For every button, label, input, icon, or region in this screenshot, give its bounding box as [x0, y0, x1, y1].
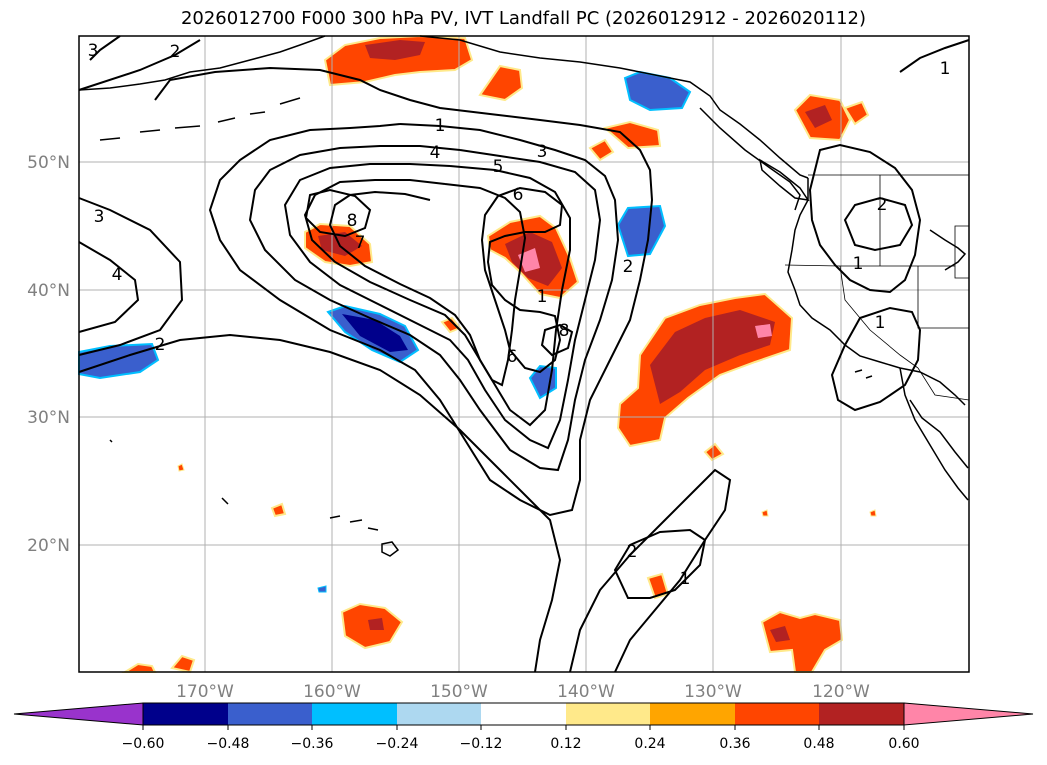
- contour-label: 1: [853, 254, 864, 274]
- lon-label: 140°W: [557, 682, 615, 702]
- colorbar-segment: [481, 703, 566, 725]
- positive-anomaly: [703, 442, 725, 462]
- lon-label: 160°W: [303, 682, 361, 702]
- positive-anomaly-peak: [755, 324, 772, 338]
- positive-anomaly: [761, 509, 769, 517]
- colorbar-segment: [312, 703, 397, 725]
- lat-label: 30°N: [27, 408, 70, 428]
- contour-label: 3: [537, 142, 548, 162]
- colorbar: −0.60 −0.48 −0.36 −0.24 −0.12 0.12 0.24 …: [13, 702, 1034, 752]
- lon-label: 120°W: [812, 682, 870, 702]
- pv-contours: [78, 35, 970, 673]
- colorbar-segment: [143, 703, 228, 725]
- contour-label: 2: [155, 335, 166, 355]
- lon-axis-labels: 170°W 160°W 150°W 140°W 130°W 120°W: [176, 682, 870, 702]
- colorbar-segment: [819, 703, 904, 725]
- negative-anomaly: [317, 585, 327, 593]
- contour-label: 1: [940, 59, 951, 79]
- positive-anomaly: [270, 502, 287, 518]
- colorbar-segment: [397, 703, 481, 725]
- positive-anomaly: [760, 610, 844, 673]
- colorbar-tick-label: 0.36: [719, 736, 750, 752]
- colorbar-tick-label: −0.48: [207, 736, 250, 752]
- lat-label: 50°N: [27, 153, 70, 173]
- positive-anomaly-core: [365, 40, 425, 60]
- positive-anomaly: [843, 100, 870, 126]
- lon-label: 170°W: [176, 682, 234, 702]
- borders: [784, 174, 970, 401]
- colorbar-tick-label: −0.60: [122, 736, 165, 752]
- colorbar-segment: [650, 703, 735, 725]
- colorbar-segment: [228, 703, 312, 725]
- gridlines: [79, 36, 969, 672]
- colorbar-segment: [566, 703, 650, 725]
- contour-label: 1: [875, 313, 886, 333]
- contour-label: 4: [430, 143, 441, 163]
- map-frame: [78, 35, 970, 673]
- contour-label: 2: [623, 257, 634, 277]
- positive-anomaly: [323, 34, 474, 87]
- contour-label: 1: [435, 116, 446, 136]
- lat-label: 20°N: [27, 536, 70, 556]
- positive-anomaly: [170, 654, 196, 674]
- negative-anomaly: [616, 204, 667, 258]
- positive-anomaly: [121, 662, 157, 673]
- contour-label: 2: [877, 195, 888, 215]
- negative-anomaly: [623, 70, 692, 112]
- positive-anomaly: [602, 120, 662, 150]
- colorbar-low-extend: [13, 702, 144, 726]
- contour-label: 2: [170, 42, 181, 62]
- colorbar-tick-label: −0.36: [291, 736, 334, 752]
- contour-label: 3: [94, 207, 105, 227]
- contour-label: 2: [627, 542, 638, 562]
- colorbar-tick-label: 0.24: [634, 736, 665, 752]
- positive-anomaly-core: [805, 105, 832, 128]
- colorbar-tick-label: 0.60: [888, 736, 919, 752]
- contour-labels: 1 2 3 4 5 6 7 8 1 2 3 4 6 8 1 2 3 1 2 1 …: [88, 41, 951, 589]
- positive-anomaly-core: [770, 626, 790, 642]
- contour-label: 8: [559, 321, 570, 341]
- coastlines: [78, 35, 969, 557]
- positive-anomaly-core: [368, 618, 384, 630]
- colorbar-tick-label: 0.12: [550, 736, 581, 752]
- negative-anomaly-core: [342, 314, 408, 352]
- lat-axis-labels: 50°N 40°N 30°N 20°N: [27, 153, 70, 556]
- positive-anomaly: [177, 463, 185, 472]
- contour-label: 5: [493, 157, 504, 177]
- lon-label: 150°W: [430, 682, 488, 702]
- colorbar-high-extend: [903, 702, 1034, 726]
- lon-label: 130°W: [684, 682, 742, 702]
- positive-anomaly: [588, 138, 615, 162]
- lat-label: 40°N: [27, 281, 70, 301]
- colorbar-tick-label: −0.12: [460, 736, 503, 752]
- contour-label: 1: [680, 569, 691, 589]
- colorbar-tick-label: 0.48: [803, 736, 834, 752]
- positive-anomaly: [869, 509, 877, 517]
- contour-label: 1: [537, 287, 548, 307]
- contour-label: 3: [88, 41, 99, 61]
- contour-label: 6: [513, 185, 524, 205]
- contour-label: 4: [112, 265, 123, 285]
- map-title: 2026012700 F000 300 hPa PV, IVT Landfall…: [180, 8, 867, 29]
- colorbar-segment: [735, 703, 819, 725]
- contour-label: 6: [507, 347, 518, 367]
- contour-label: 8: [347, 211, 358, 231]
- positive-anomaly: [478, 64, 524, 102]
- negative-anomaly: [78, 342, 160, 380]
- colorbar-tick-label: −0.24: [376, 736, 419, 752]
- colorbar-frame: [142, 702, 905, 726]
- contour-label: 7: [355, 233, 366, 253]
